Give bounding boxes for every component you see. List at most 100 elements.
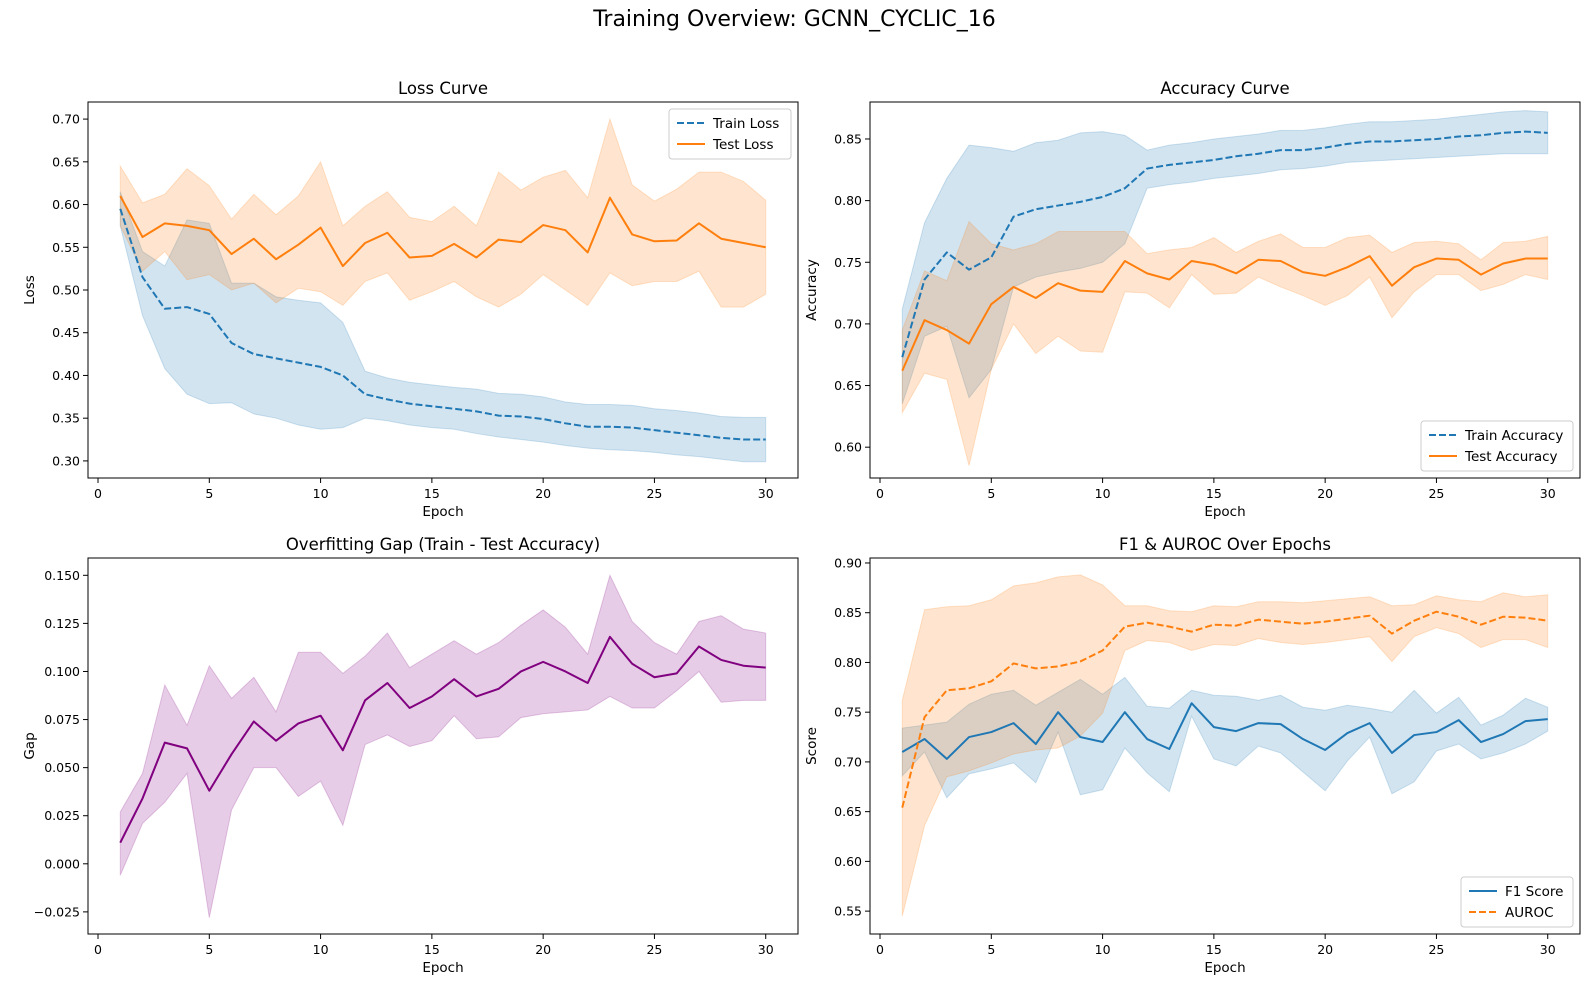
y-tick-label: 0.70 <box>834 754 862 769</box>
confidence-band-train-loss <box>119 191 767 463</box>
legend: Train Accuracy Test Accuracy <box>1420 420 1574 472</box>
x-tick-label: 30 <box>1540 486 1556 501</box>
x-tick-label: 5 <box>987 486 995 501</box>
legend-label: Train Accuracy <box>1464 428 1563 444</box>
x-tick-label: 25 <box>1428 486 1444 501</box>
legend-label: F1 Score <box>1505 884 1563 900</box>
x-tick-label: 30 <box>758 486 774 501</box>
chart-loss: Loss Curve 0 5 10 15 20 25 30 0.30 0.35 0.40 0.45 0.… <box>22 79 799 520</box>
y-tick-label: 0.55 <box>52 240 80 255</box>
y-tick-label: 0.65 <box>834 804 862 819</box>
x-tick-label: 30 <box>1540 942 1556 957</box>
legend-label: Test Accuracy <box>1464 449 1558 465</box>
series-line-train-accuracy <box>901 130 1548 358</box>
y-tick-label: 0.150 <box>44 568 80 583</box>
y-tick-label: 0.85 <box>834 131 862 146</box>
y-tick-label: 0.60 <box>834 440 862 455</box>
y-axis-label: Score <box>804 727 820 765</box>
chart-gap: Overfitting Gap (Train - Test Accuracy) 0… <box>22 535 799 976</box>
x-tick-label: 10 <box>1095 486 1111 501</box>
axes-frame <box>87 557 799 935</box>
x-axis-label: Epoch <box>422 960 463 976</box>
y-tick-label: 0.55 <box>834 904 862 919</box>
chart-title: Loss Curve <box>398 79 488 98</box>
x-tick-label: 30 <box>758 942 774 957</box>
y-tick-label: 0.60 <box>52 197 80 212</box>
legend: Train Loss Test Loss <box>668 108 792 160</box>
y-tick-label: 0.100 <box>44 664 80 679</box>
plot-area <box>119 573 767 918</box>
series-line-test-loss <box>119 195 766 268</box>
confidence-band-test-accuracy <box>901 220 1549 466</box>
y-axis-label: Gap <box>22 732 38 759</box>
subplot-grid: Loss Curve 0 5 10 15 20 25 30 0.30 0.35 0.40 0.45 0.… <box>22 79 1581 976</box>
x-tick-label: 25 <box>646 942 662 957</box>
x-tick-label: 10 <box>1095 942 1111 957</box>
plot-area <box>901 574 1549 917</box>
legend-label: AUROC <box>1505 905 1554 921</box>
x-tick-label: 10 <box>313 486 329 501</box>
y-axis-label: Accuracy <box>804 259 820 321</box>
series-line-train-loss <box>119 208 766 441</box>
y-tick-label: 0.90 <box>834 555 862 570</box>
series-line-gap <box>119 635 766 844</box>
x-tick-label: 5 <box>205 942 213 957</box>
legend-box <box>1460 876 1574 928</box>
confidence-band-f1-score <box>901 676 1549 799</box>
x-axis-label: Epoch <box>422 504 463 520</box>
x-tick-label: 0 <box>876 942 884 957</box>
y-tick-label: −0.025 <box>34 904 80 919</box>
y-tick-label: 0.30 <box>52 453 80 468</box>
x-tick-label: 5 <box>205 486 213 501</box>
y-tick-label: 0.000 <box>44 856 80 871</box>
legend-box <box>1420 420 1574 472</box>
x-tick-label: 20 <box>1317 486 1333 501</box>
x-tick-label: 15 <box>1206 486 1222 501</box>
y-tick-label: 0.65 <box>834 378 862 393</box>
legend-box <box>668 108 792 160</box>
chart-f1auroc: F1 & AUROC Over Epochs 0 5 10 15 20 25 30 0.55 0.… <box>804 535 1581 976</box>
confidence-band-auroc <box>901 574 1549 917</box>
x-axis-label: Epoch <box>1204 960 1245 976</box>
y-tick-label: 0.35 <box>52 411 80 426</box>
x-tick-label: 0 <box>876 486 884 501</box>
y-tick-label: 0.70 <box>52 112 80 127</box>
y-axis-label: Loss <box>22 275 38 305</box>
plot-area <box>901 110 1549 466</box>
x-tick-label: 5 <box>987 942 995 957</box>
y-tick-label: 0.45 <box>52 325 80 340</box>
legend: F1 Score AUROC <box>1460 876 1574 928</box>
chart-accuracy: Accuracy Curve 0 5 10 15 20 25 30 0.60 0.65 0.70 0.… <box>804 79 1581 520</box>
chart-title: Accuracy Curve <box>1160 79 1289 98</box>
y-tick-label: 0.050 <box>44 760 80 775</box>
y-tick-label: 0.025 <box>44 808 80 823</box>
confidence-band-train-accuracy <box>901 110 1549 405</box>
x-tick-label: 20 <box>535 486 551 501</box>
plot-area <box>119 117 767 463</box>
x-tick-label: 20 <box>535 942 551 957</box>
y-tick-label: 0.75 <box>834 255 862 270</box>
x-tick-label: 10 <box>313 942 329 957</box>
legend-label: Train Loss <box>712 116 779 132</box>
axes-frame <box>869 557 1581 935</box>
y-tick-label: 0.85 <box>834 605 862 620</box>
x-tick-label: 0 <box>94 486 102 501</box>
y-tick-label: 0.70 <box>834 316 862 331</box>
chart-title: F1 & AUROC Over Epochs <box>1119 535 1331 554</box>
x-tick-label: 20 <box>1317 942 1333 957</box>
y-tick-label: 0.125 <box>44 616 80 631</box>
x-tick-label: 15 <box>424 942 440 957</box>
y-tick-label: 0.50 <box>52 283 80 298</box>
x-tick-label: 0 <box>94 942 102 957</box>
y-tick-label: 0.40 <box>52 368 80 383</box>
confidence-band-test-loss <box>119 117 767 308</box>
chart-title: Overfitting Gap (Train - Test Accuracy) <box>286 535 600 554</box>
axes-frame <box>869 101 1581 479</box>
confidence-band-gap <box>119 573 767 918</box>
x-axis-label: Epoch <box>1204 504 1245 520</box>
y-tick-label: 0.80 <box>834 193 862 208</box>
y-tick-label: 0.60 <box>834 854 862 869</box>
y-tick-label: 0.65 <box>52 154 80 169</box>
x-tick-label: 25 <box>646 486 662 501</box>
